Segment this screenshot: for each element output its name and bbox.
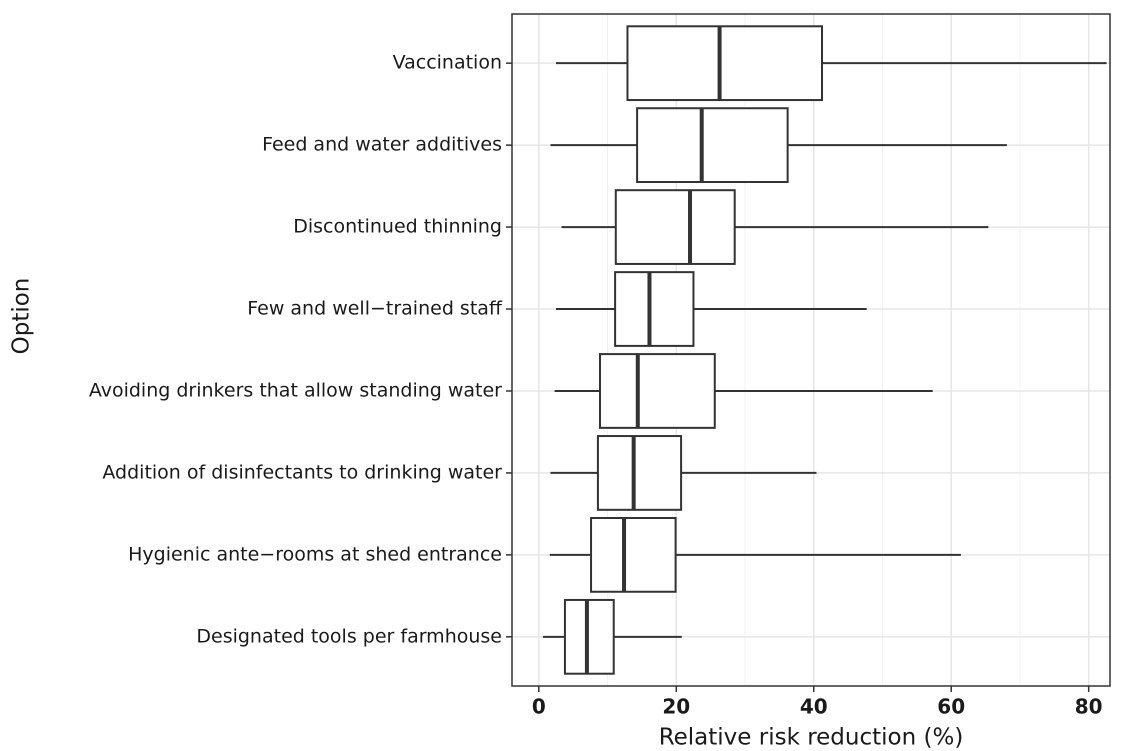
box: [596, 435, 683, 511]
box: [590, 517, 677, 593]
y-tick-label: Feed and water additives: [262, 134, 502, 156]
box: [636, 107, 789, 183]
x-tick-label: 0: [532, 695, 546, 719]
x-tick-label: 60: [937, 695, 965, 719]
x-tick-label: 40: [800, 695, 828, 719]
box: [614, 271, 695, 347]
y-tick-label: Hygienic ante−rooms at shed entrance: [128, 543, 502, 565]
plot-border: [511, 13, 1111, 687]
box: [598, 353, 716, 429]
y-tick-label: Addition of disinfectants to drinking wa…: [102, 461, 502, 483]
x-tick-label: 80: [1075, 695, 1103, 719]
y-tick-label: Few and well−trained staff: [247, 298, 503, 320]
y-tick-label: Designated tools per farmhouse: [196, 625, 502, 647]
box: [614, 189, 736, 265]
y-tick-label: Avoiding drinkers that allow standing wa…: [89, 379, 502, 401]
box: [626, 25, 823, 102]
y-tick-label: Discontinued thinning: [293, 216, 502, 238]
x-tick-label: 20: [662, 695, 690, 719]
box: [563, 598, 615, 675]
y-tick-label: Vaccination: [393, 52, 502, 74]
y-axis-title: Option: [9, 278, 35, 355]
x-axis-title: Relative risk reduction (%): [659, 725, 964, 751]
